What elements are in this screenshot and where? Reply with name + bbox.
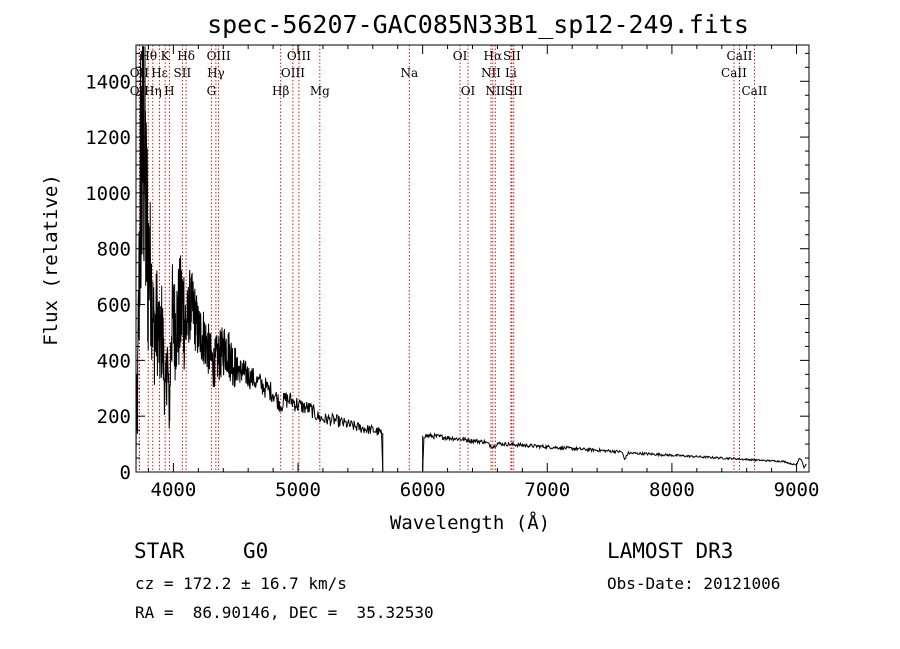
line-marker-label: Hη	[144, 84, 162, 98]
x-axis-label: Wavelength (Å)	[390, 511, 550, 534]
line-marker-label: CaII	[721, 66, 747, 80]
spectrum-line	[135, 45, 384, 472]
line-marker-label: Na	[400, 66, 418, 80]
chart-title: spec-56207-GAC085N33B1_sp12-249.fits	[207, 10, 749, 39]
y-tick-label: 600	[97, 295, 131, 317]
line-marker-label: Hβ	[272, 84, 289, 98]
plot-frame	[135, 44, 810, 473]
line-marker-label: SII	[503, 49, 521, 63]
object-subclass: G0	[243, 539, 269, 563]
line-marker-label: Hα	[484, 49, 503, 63]
line-marker-label: CaII	[741, 84, 767, 98]
spectrum-series	[135, 45, 807, 472]
coordinates: RA = 86.90146, DEC = 35.32530	[135, 603, 434, 622]
line-marker-label: Hγ	[207, 66, 225, 80]
y-axis-label: Flux (relative)	[40, 174, 62, 346]
observation-date: Obs-Date: 20121006	[607, 574, 781, 593]
line-marker-label: Li	[505, 66, 517, 80]
y-tick-label: 400	[97, 350, 131, 372]
x-tick-label: 9000	[774, 479, 820, 501]
line-marker-label: Hδ	[177, 49, 195, 63]
y-tick-label: 0	[120, 462, 131, 484]
line-marker-label: OII	[130, 66, 150, 80]
y-tick-label: 1400	[85, 71, 131, 93]
line-marker-label: K	[161, 49, 171, 63]
object-class: STAR	[134, 539, 185, 563]
y-tick-label: 800	[97, 239, 131, 261]
line-marker-label: Hε	[151, 66, 168, 80]
line-marker-label: OI	[453, 49, 468, 63]
x-tick-label: 7000	[524, 479, 570, 501]
line-marker-label: OIII	[287, 49, 311, 63]
line-marker-label: G	[207, 84, 217, 98]
line-marker-label: SII	[505, 84, 523, 98]
line-marker-label: H	[164, 84, 174, 98]
y-tick-label: 1000	[85, 183, 131, 205]
y-tick-label: 1200	[85, 127, 131, 149]
line-marker-label: OIII	[281, 66, 305, 80]
spectrum-line	[422, 431, 807, 472]
line-marker-label: OIII	[207, 49, 231, 63]
line-marker-label: SII	[174, 66, 192, 80]
x-tick-label: 4000	[151, 479, 197, 501]
redshift-cz: cz = 172.2 ± 16.7 km/s	[135, 574, 347, 593]
x-tick-label: 5000	[275, 479, 321, 501]
line-marker-label: NII	[481, 66, 501, 80]
line-marker-label: Mg	[310, 84, 330, 98]
x-tick-label: 8000	[649, 479, 695, 501]
survey-name: LAMOST DR3	[607, 539, 734, 563]
line-marker-label: CaII	[727, 49, 753, 63]
x-tick-label: 6000	[400, 479, 446, 501]
y-tick-label: 200	[97, 406, 131, 428]
axis-ticks: 4000 5000 6000 7000 8000 9000 0 200 400 600 800 100…	[85, 45, 819, 501]
line-marker-label: OI	[461, 84, 476, 98]
line-marker-label: NII	[485, 84, 505, 98]
